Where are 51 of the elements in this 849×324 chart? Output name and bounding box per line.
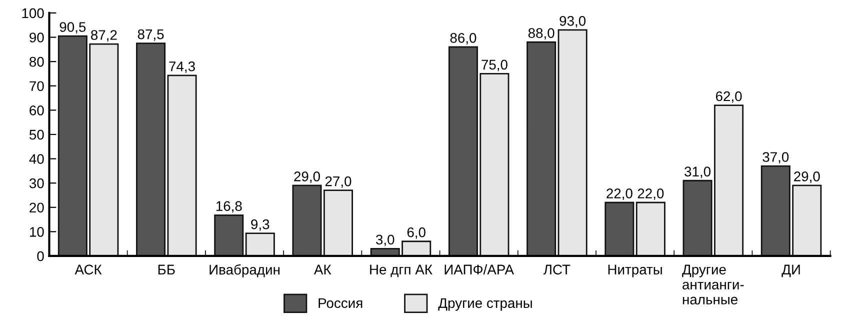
x-tick-label: Нитраты — [608, 264, 662, 278]
data-label: 3,0 — [376, 234, 394, 246]
data-label: 9,3 — [251, 219, 270, 231]
data-label: 75,0 — [482, 60, 508, 72]
x-tick-label: АСК — [74, 264, 102, 274]
y-tick-label: 0 — [37, 251, 44, 262]
y-tick-label: 80 — [30, 56, 44, 67]
x-tick-label: ДИ — [782, 264, 800, 278]
bar — [214, 214, 244, 256]
data-label: 27,0 — [325, 176, 352, 188]
y-tick-label: 90 — [30, 32, 44, 42]
x-tick-label: ИАПФ/АРА — [444, 264, 514, 274]
x-tick-label: АК — [314, 264, 332, 274]
data-label: 22,0 — [638, 188, 664, 200]
data-label: 87,2 — [91, 30, 117, 42]
bar — [558, 29, 588, 256]
data-label: 93,0 — [560, 16, 586, 28]
bar — [604, 202, 634, 256]
bar — [167, 74, 197, 256]
y-tick-label: 20 — [30, 202, 44, 213]
data-label: 16,8 — [216, 201, 242, 213]
y-tick-label: 60 — [30, 105, 44, 116]
data-label: 37,0 — [762, 152, 789, 164]
y-tick-label: 40 — [29, 154, 44, 164]
y-tick-label: 50 — [29, 130, 44, 140]
x-tick-label: ЛСТ — [543, 264, 570, 274]
data-label: 31,0 — [684, 166, 711, 178]
bar — [526, 41, 556, 256]
y-tick-label: 10 — [30, 226, 44, 237]
x-tick-label: ББ — [158, 264, 175, 274]
bar — [245, 232, 275, 256]
y-tick-label: 30 — [29, 178, 44, 188]
legend-label: Другие страны — [438, 298, 532, 311]
data-label: 6,0 — [407, 227, 426, 239]
data-label: 88,0 — [528, 28, 554, 40]
data-label: 62,0 — [716, 91, 742, 103]
data-label: 29,0 — [294, 172, 320, 183]
data-label: 90,5 — [60, 22, 86, 34]
y-tick-label: 70 — [30, 81, 44, 92]
x-tick-label: Не дгп АК — [370, 264, 432, 278]
data-label: 29,0 — [794, 172, 820, 183]
bar — [136, 42, 166, 256]
data-label: 74,3 — [169, 61, 195, 73]
x-tick-label: Ивабрадин — [210, 264, 280, 278]
data-label: 22,0 — [606, 188, 632, 200]
legend-label: Россия — [318, 298, 362, 308]
x-tick-label: Другие антианги- нальные — [682, 264, 744, 304]
bar — [636, 202, 666, 256]
data-label: 86,0 — [450, 33, 476, 44]
data-label: 87,5 — [138, 29, 164, 41]
y-tick-label: 100 — [22, 8, 44, 18]
